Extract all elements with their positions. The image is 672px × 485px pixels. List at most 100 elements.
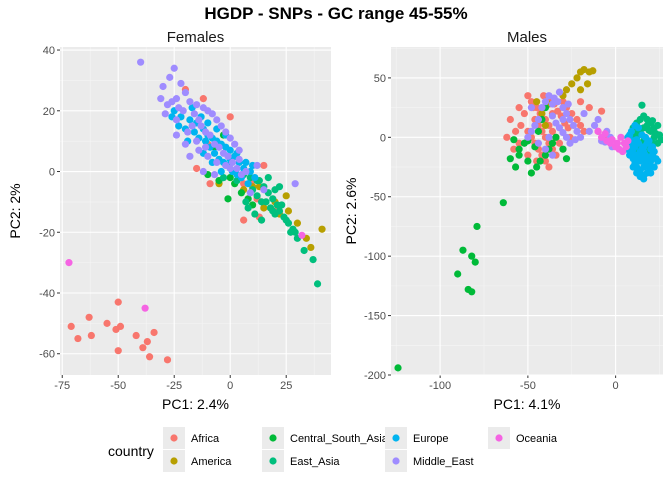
point-africa <box>541 157 550 165</box>
point-east-asia <box>253 192 261 200</box>
x-axis-label: PC1: 2.4% <box>162 396 229 412</box>
tick-label-x: -75 <box>54 380 70 392</box>
point-middle-east <box>222 128 230 136</box>
point-middle-east <box>195 116 203 124</box>
point-east-asia <box>262 198 270 206</box>
point-middle-east <box>172 116 181 124</box>
tick-label-y: -60 <box>39 349 55 361</box>
point-middle-east <box>559 115 567 124</box>
point-europe <box>643 139 651 147</box>
point-central-south-asia <box>559 145 567 153</box>
point-central-south-asia <box>536 157 544 165</box>
point-europe <box>645 163 653 171</box>
panel-males: Males -100 -50 0 -200 -150 -100 -50 0 50 PC1: 4.1%… <box>343 29 663 412</box>
point-africa <box>545 163 553 171</box>
point-africa <box>150 328 158 337</box>
point-middle-east <box>210 170 219 179</box>
point-africa <box>540 92 548 100</box>
point-africa <box>520 109 528 118</box>
point-central-south-asia <box>533 163 541 171</box>
point-oceania <box>617 133 625 141</box>
legend-title: country <box>108 443 154 459</box>
point-europe <box>629 143 637 151</box>
point-middle-east <box>590 121 599 130</box>
point-east-asia <box>264 173 272 182</box>
point-africa <box>114 298 122 306</box>
chart-title: HGDP - SNPs - GC range 45-55% <box>204 4 467 23</box>
point-middle-east <box>184 128 192 136</box>
point-europe <box>643 155 651 163</box>
point-middle-east <box>163 101 172 109</box>
point-europe <box>633 157 641 165</box>
point-middle-east <box>564 100 572 108</box>
point-middle-east <box>170 64 178 72</box>
point-africa <box>139 344 147 352</box>
point-europe <box>629 163 637 171</box>
legend-label: Middle_East <box>413 456 474 468</box>
point-africa <box>132 331 140 340</box>
tick-label-y: -50 <box>370 192 386 204</box>
point-middle-east <box>208 110 216 118</box>
point-america <box>260 204 268 212</box>
point-america <box>541 121 550 130</box>
legend-marker <box>170 457 178 465</box>
point-oceania <box>613 139 621 147</box>
legend-item-central-south-asia: Central_South_Asia <box>262 427 389 449</box>
point-central-south-asia <box>552 133 560 141</box>
y-axis-label: PC2: 2.6% <box>343 178 359 245</box>
point-africa <box>580 127 588 135</box>
tick-label-x: -50 <box>110 380 126 392</box>
point-africa <box>576 121 585 130</box>
tick-label-y: 0 <box>49 167 55 179</box>
point-america <box>284 207 293 215</box>
legend-marker <box>392 434 400 442</box>
point-central-south-asia <box>562 155 571 163</box>
point-africa <box>85 313 93 321</box>
point-europe <box>647 169 655 177</box>
point-europe <box>648 143 657 151</box>
point-europe <box>217 167 225 176</box>
point-central-south-asia <box>224 195 232 203</box>
tick-label-x: 0 <box>613 380 619 392</box>
panel-females: Females -75 -50 -25 0 25 -60 -40 -20 0 20 40 PC1: 2.… <box>7 29 331 412</box>
tick-label-x: -50 <box>520 380 536 392</box>
point-africa <box>143 337 151 346</box>
plot-background <box>391 47 663 375</box>
tick-label-y: 0 <box>380 132 386 144</box>
legend-label: Oceania <box>516 433 558 445</box>
point-oceania <box>65 259 73 267</box>
point-africa <box>163 356 172 364</box>
point-east-asia <box>300 246 308 255</box>
point-middle-east <box>541 145 550 153</box>
panel-title: Males <box>507 29 547 46</box>
point-central-south-asia <box>471 258 479 266</box>
point-europe <box>633 169 641 177</box>
point-middle-east <box>157 95 165 103</box>
point-middle-east <box>534 115 543 124</box>
point-middle-east <box>538 104 546 112</box>
point-central-south-asia <box>534 127 543 135</box>
point-central-south-asia <box>527 169 535 177</box>
point-middle-east <box>231 140 239 148</box>
point-middle-east <box>585 127 593 135</box>
point-america <box>583 80 592 88</box>
point-middle-east <box>548 151 557 159</box>
point-middle-east <box>573 127 581 135</box>
point-east-asia <box>648 117 657 125</box>
point-america <box>318 225 326 233</box>
point-africa <box>527 98 535 106</box>
point-africa <box>568 109 576 118</box>
point-america <box>533 98 541 106</box>
point-america <box>307 243 315 252</box>
point-middle-east <box>253 161 261 170</box>
point-africa <box>103 319 111 327</box>
point-east-asia <box>275 207 284 215</box>
point-middle-east <box>222 161 230 170</box>
point-africa <box>576 98 585 106</box>
point-europe <box>626 151 634 159</box>
tick-label-x: -100 <box>429 380 451 392</box>
point-middle-east <box>260 186 268 194</box>
point-africa <box>67 322 75 331</box>
legend-label: East_Asia <box>290 456 340 468</box>
point-east-asia <box>645 126 653 134</box>
